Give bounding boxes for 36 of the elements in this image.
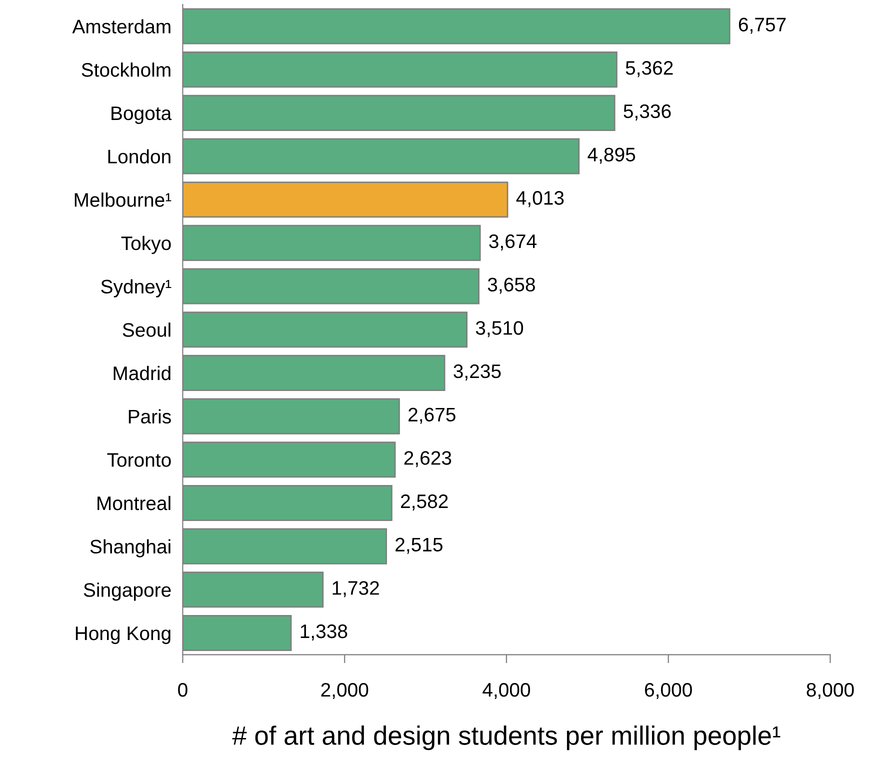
data-label: 2,515 (396, 538, 442, 554)
data-label: 2,623 (404, 451, 452, 468)
data-label: 1,338 (300, 624, 348, 640)
data-label: 6,757 (738, 18, 786, 34)
x-tick-label: 2,000 (321, 682, 368, 700)
data-label: 1,732 (332, 581, 379, 598)
y-tick-label: Shanghai (90, 539, 170, 558)
y-tick-label: Sydney¹ (101, 279, 172, 298)
x-tick-label: 0 (178, 682, 188, 697)
data-label: 3,658 (488, 278, 535, 294)
y-tick-label: Stockholm (82, 62, 170, 77)
y-tick-label: Hong Kong (76, 626, 170, 644)
x-axis-title: # of art and design students per million people¹ (232, 726, 780, 750)
y-tick-label: Melbourne¹ (74, 192, 172, 207)
data-label: 3,510 (476, 321, 524, 338)
y-tick-label: Montreal (98, 496, 170, 510)
data-label: 3,235 (454, 364, 501, 380)
data-label: 2,582 (401, 494, 448, 510)
y-tick-label: Madrid (114, 366, 170, 380)
y-tick-label: Singapore (84, 582, 171, 601)
data-label: 3,674 (489, 234, 537, 250)
x-tick-label: 8,000 (806, 682, 854, 700)
x-tick-label: 4,000 (482, 682, 530, 700)
y-tick-label: Bogota (112, 106, 172, 124)
y-tick-label: Toronto (107, 453, 171, 467)
data-label: 4,895 (588, 148, 636, 164)
y-tick-label: Seoul (122, 322, 170, 337)
data-label: 2,675 (408, 408, 456, 424)
y-tick-label: Tokyo (121, 236, 171, 254)
data-label: 4,013 (516, 191, 564, 208)
y-tick-label: London (108, 149, 170, 164)
data-label: 5,362 (626, 61, 673, 78)
x-tick-label: 6,000 (645, 682, 692, 700)
y-tick-label: Amsterdam (72, 19, 170, 34)
y-tick-label: Paris (128, 409, 171, 424)
data-label: 5,336 (624, 104, 671, 120)
